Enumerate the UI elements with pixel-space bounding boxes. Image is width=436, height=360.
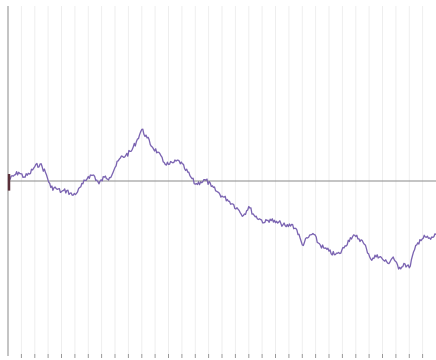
series-line bbox=[7, 128, 436, 270]
x-axis-ticks bbox=[20, 354, 424, 358]
